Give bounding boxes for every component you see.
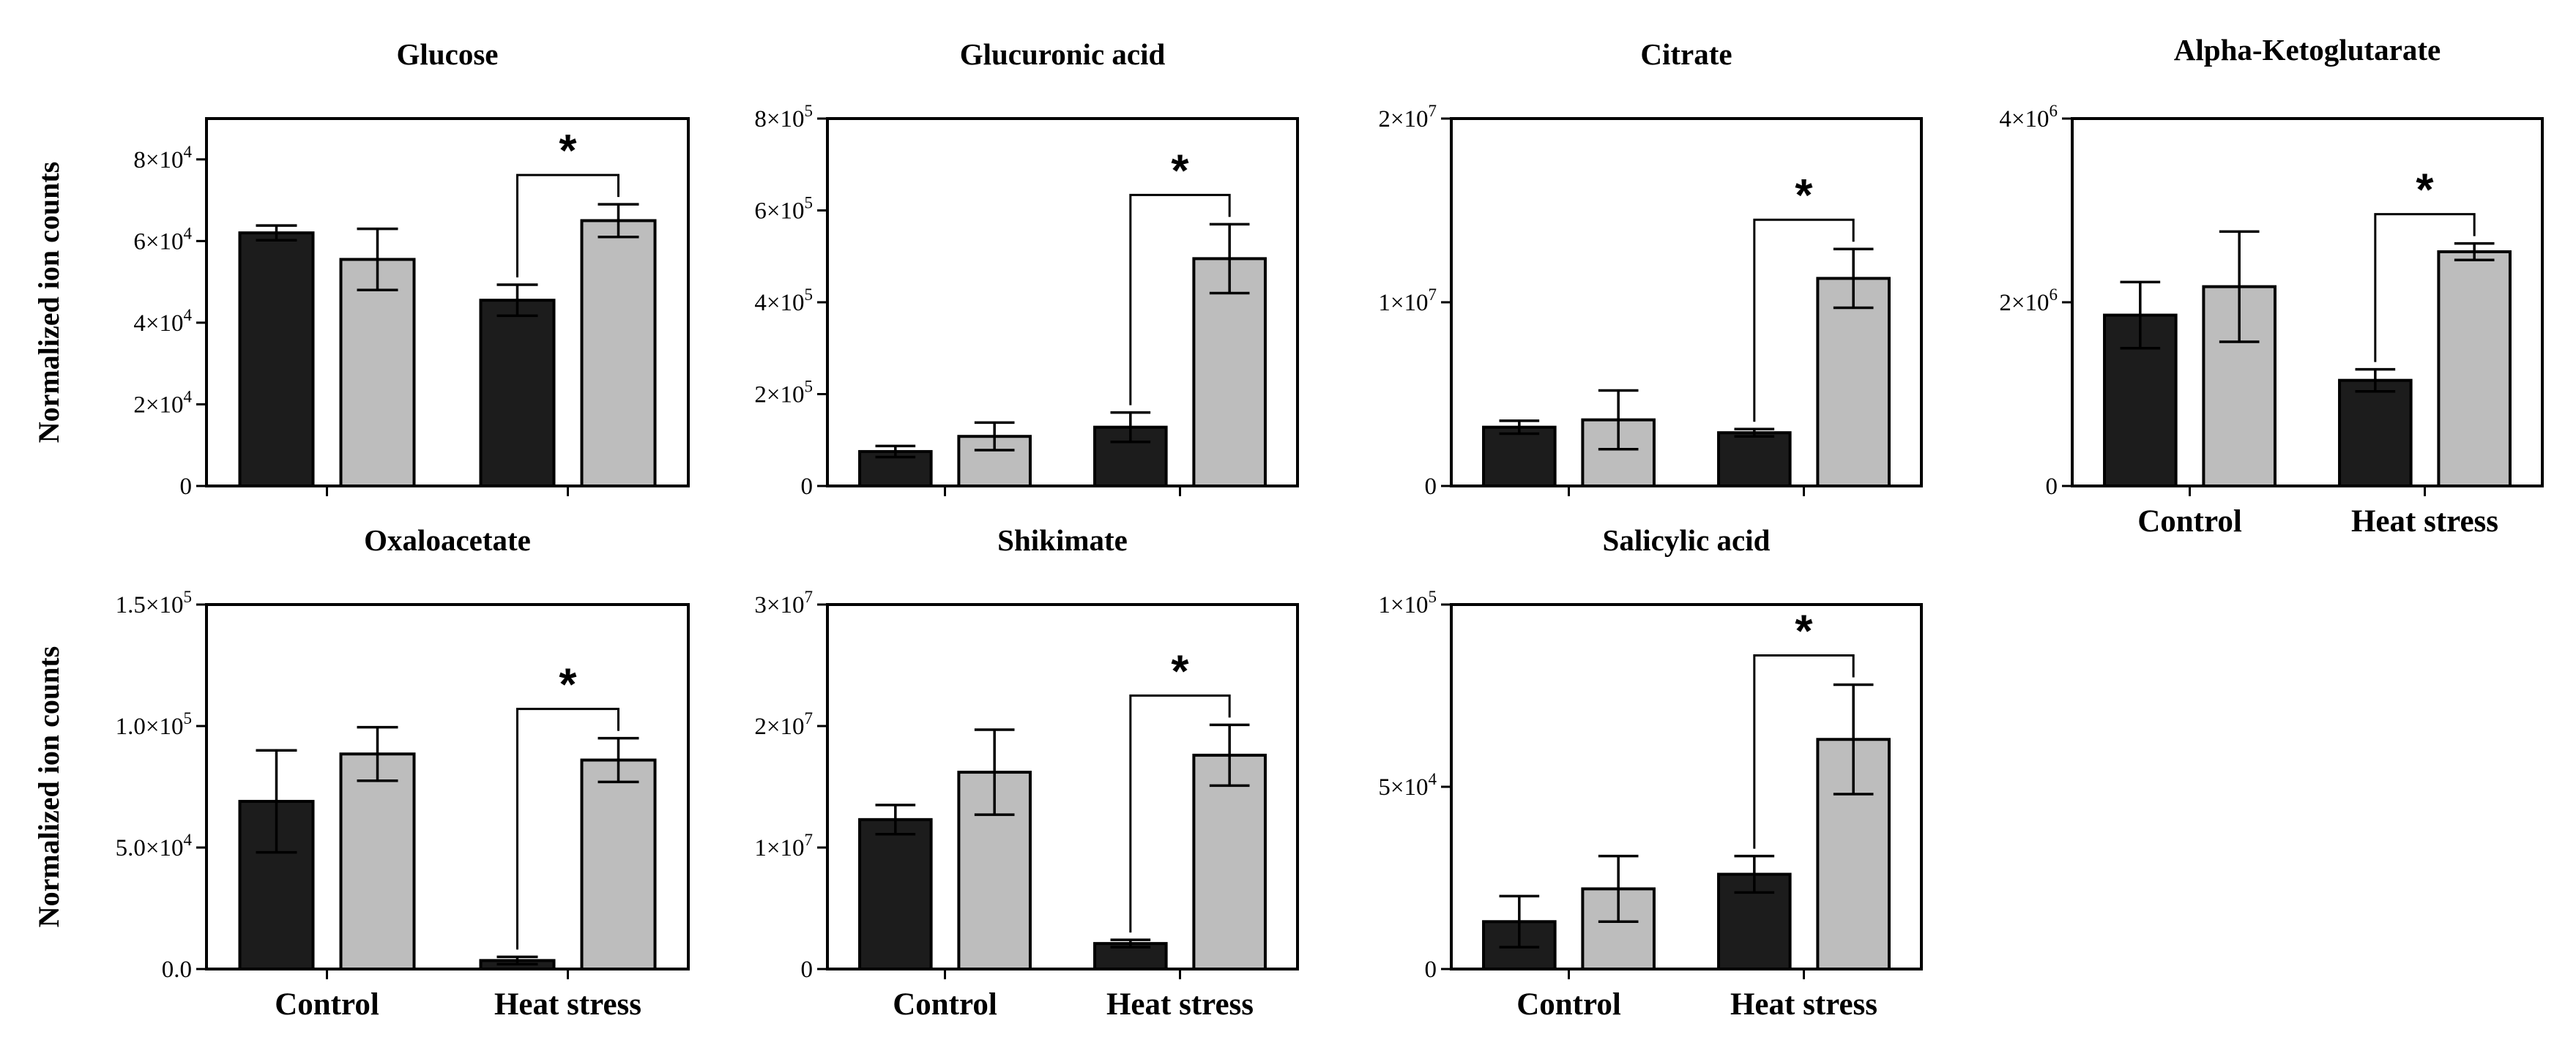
y-tick-label: 1.0×105: [116, 709, 192, 740]
y-axis-label: Normalized ion counts: [32, 646, 65, 927]
y-tick-label: 4×104: [133, 306, 192, 337]
bar: [858, 818, 933, 970]
y-tick-label: 5×104: [1378, 770, 1437, 801]
bar: [1816, 277, 1891, 487]
significance-star: *: [1795, 607, 1813, 657]
y-tick-label: 2×104: [133, 387, 192, 418]
y-tick-label: 0.0: [162, 957, 192, 983]
bar: [1192, 257, 1267, 487]
chart-title: Shikimate: [997, 523, 1128, 557]
bar: [238, 231, 315, 487]
panels-layer: Glucose 0 2×104 4×104 6×104 8×104 * Normalized …: [32, 33, 2544, 1022]
bar: [2437, 250, 2512, 487]
x-category-label: Heat stress: [494, 987, 641, 1022]
bar: [339, 258, 416, 487]
x-category-label: Heat stress: [1730, 987, 1877, 1022]
y-tick-label: 2×107: [754, 709, 813, 740]
chart-title: Oxaloacetate: [364, 523, 531, 557]
chart-panel: Shikimate 0 1×107 2×107 3×107 Control Heat str…: [754, 523, 1299, 1022]
x-category-label: Control: [893, 987, 997, 1022]
y-tick-label: 1×105: [1378, 588, 1437, 618]
y-tick-label: 8×105: [754, 102, 813, 132]
y-tick-label: 0: [801, 957, 814, 983]
chart-title: Alpha-Ketoglutarate: [2174, 33, 2441, 67]
chart-panel: Glucose 0 2×104 4×104 6×104 8×104 * Normalized …: [32, 37, 690, 500]
y-tick-label: 2×105: [754, 378, 813, 408]
x-category-label: Control: [1516, 987, 1621, 1022]
bar: [580, 219, 657, 487]
y-tick-label: 1.5×105: [116, 588, 192, 618]
chart-panel: Citrate 0 1×107 2×107 *: [1378, 37, 1923, 500]
plot-frame: [826, 603, 1299, 970]
bar: [580, 758, 657, 970]
chart-title: Glucuronic acid: [960, 37, 1166, 71]
y-tick-label: 2×106: [1999, 285, 2058, 316]
x-category-label: Heat stress: [1106, 987, 1254, 1022]
significance-bracket: [1129, 694, 1231, 933]
chart-title: Citrate: [1640, 37, 1732, 71]
bar: [2338, 378, 2413, 487]
plot-frame: [205, 603, 690, 970]
significance-bracket: [1753, 218, 1855, 422]
significance-bracket: [515, 708, 620, 950]
y-tick-label: 4×106: [1999, 102, 2058, 132]
chart-title: Glucose: [397, 37, 499, 71]
y-tick-label: 2×107: [1378, 102, 1437, 132]
y-tick-label: 0: [2046, 474, 2058, 500]
y-tick-label: 6×104: [133, 224, 192, 255]
x-category-label: Heat stress: [2351, 504, 2498, 539]
chart-panel: Salicylic acid 0 5×104 1×105 Control Heat str…: [1378, 523, 1923, 1022]
bar: [1192, 753, 1267, 970]
significance-star: *: [1795, 171, 1813, 221]
bar: [1482, 425, 1557, 487]
y-tick-label: 1×107: [1378, 285, 1437, 316]
chart-panel: Glucuronic acid 0 2×105 4×105 6×105 8×105 *: [754, 37, 1299, 500]
chart-panel: Oxaloacetate 0.0 5.0×104 1.0×105 1.5×105 Cont…: [32, 523, 690, 1022]
bar: [479, 299, 556, 488]
y-tick-label: 0: [180, 474, 193, 500]
significance-bracket: [515, 173, 620, 278]
y-tick-label: 0: [1425, 957, 1437, 983]
plot-frame: [205, 117, 690, 487]
chart-title: Salicylic acid: [1603, 523, 1771, 557]
y-tick-label: 1×107: [754, 831, 813, 861]
x-category-label: Control: [2137, 504, 2242, 539]
significance-star: *: [1171, 646, 1189, 697]
significance-star: *: [559, 660, 577, 711]
y-tick-label: 4×105: [754, 285, 813, 316]
significance-star: *: [1171, 146, 1189, 196]
y-tick-label: 0: [1425, 474, 1437, 500]
significance-star: *: [559, 126, 577, 176]
y-tick-label: 8×104: [133, 143, 192, 173]
y-tick-label: 3×107: [754, 588, 813, 618]
x-category-label: Control: [275, 987, 379, 1022]
bar: [1717, 431, 1792, 488]
y-tick-label: 5.0×104: [116, 831, 193, 861]
significance-bracket: [1753, 654, 1855, 849]
y-tick-label: 0: [801, 474, 814, 500]
significance-bracket: [1129, 193, 1231, 405]
y-axis-label: Normalized ion counts: [32, 162, 65, 443]
significance-star: *: [2416, 165, 2434, 216]
bar: [339, 752, 416, 971]
y-tick-label: 6×105: [754, 194, 813, 225]
chart-panel: Alpha-Ketoglutarate 0 2×106 4×106 Control Hea…: [1999, 33, 2544, 539]
significance-bracket: [2374, 213, 2476, 362]
